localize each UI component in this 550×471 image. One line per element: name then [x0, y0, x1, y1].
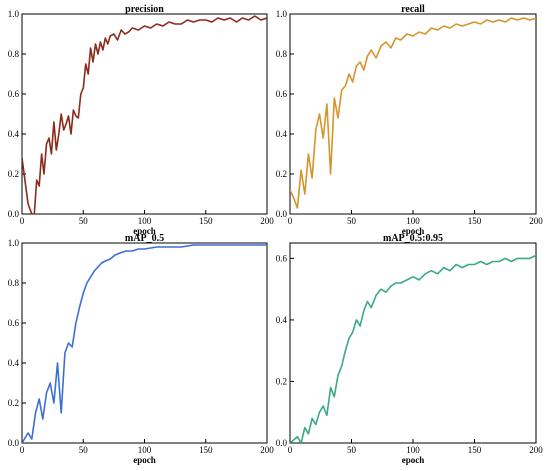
y-tick-label: 0.6 — [8, 318, 20, 328]
y-tick-label: 0.0 — [276, 209, 288, 219]
x-tick-label: 150 — [468, 216, 482, 226]
y-tick-label: 0.2 — [276, 169, 287, 179]
x-tick-label: 50 — [79, 216, 89, 226]
x-tick-label: 200 — [260, 216, 274, 226]
y-tick-label: 0.4 — [276, 315, 288, 325]
chart-title: recall — [401, 4, 425, 15]
plot-frame — [21, 13, 268, 215]
x-axis-label: epoch — [133, 226, 156, 236]
plot-frame — [21, 242, 268, 444]
x-axis-label: epoch — [402, 226, 425, 236]
x-tick-label: 0 — [20, 216, 25, 226]
chart-panel-1: 0 50 100 150 200 0.0 0.2 0.4 0.6 0.8 1.0 recall epoc… — [276, 4, 544, 236]
x-tick-label: 100 — [406, 216, 420, 226]
series-line — [290, 254, 536, 443]
chart-panel-2: 0 50 100 150 200 0.0 0.2 0.4 0.6 0.8 1.0 mAP_0.5epo… — [8, 233, 275, 465]
chart-panel-0: 0 50 100 150 200 0.0 0.2 0.4 0.6 0.8 1.0 precision e… — [8, 4, 275, 236]
y-tick-label: 0.2 — [8, 169, 19, 179]
series-line — [290, 17, 536, 209]
series-line — [22, 244, 267, 443]
x-axis-label: epoch — [133, 455, 156, 465]
y-tick-label: 0.6 — [276, 89, 288, 99]
x-tick-label: 100 — [406, 445, 420, 455]
y-tick-label: 0.4 — [8, 129, 20, 139]
chart-title: precision — [125, 4, 164, 15]
x-tick-label: 0 — [288, 445, 293, 455]
chart-title: mAP_0.5 — [125, 233, 164, 244]
chart-title: mAP_0.5:0.95 — [383, 233, 443, 244]
y-tick-label: 0.0 — [8, 438, 20, 448]
y-tick-label: 0.0 — [8, 209, 20, 219]
y-tick-label: 0.8 — [8, 49, 20, 59]
y-tick-label: 0.6 — [8, 89, 20, 99]
y-tick-label: 1.0 — [8, 9, 20, 19]
y-tick-label: 0.4 — [8, 358, 20, 368]
x-tick-label: 50 — [79, 445, 89, 455]
y-tick-label: 0.2 — [276, 376, 287, 386]
x-tick-label: 150 — [468, 445, 482, 455]
series-line — [22, 15, 267, 214]
y-tick-label: 0.4 — [276, 129, 288, 139]
x-tick-label: 200 — [260, 445, 274, 455]
x-tick-label: 0 — [288, 216, 293, 226]
x-tick-label: 150 — [199, 445, 213, 455]
y-tick-label: 0.2 — [8, 398, 19, 408]
y-tick-label: 0.0 — [276, 438, 288, 448]
y-tick-label: 1.0 — [8, 238, 20, 248]
y-tick-label: 0.8 — [8, 278, 20, 288]
x-tick-label: 200 — [529, 216, 543, 226]
y-tick-label: 1.0 — [276, 9, 288, 19]
x-tick-label: 0 — [20, 445, 25, 455]
x-tick-label: 50 — [347, 216, 357, 226]
x-tick-label: 100 — [138, 216, 152, 226]
x-tick-label: 200 — [529, 445, 543, 455]
x-tick-label: 50 — [347, 445, 357, 455]
y-tick-label: 0.6 — [276, 253, 288, 263]
chart-panel-3: 0 50 100 150 200 0.0 0.2 0.4 0.6 mAP_0.5:0.95epoc… — [276, 233, 544, 465]
x-axis-label: epoch — [402, 455, 425, 465]
y-tick-label: 0.8 — [276, 49, 288, 59]
x-tick-label: 100 — [138, 445, 152, 455]
x-tick-label: 150 — [199, 216, 213, 226]
